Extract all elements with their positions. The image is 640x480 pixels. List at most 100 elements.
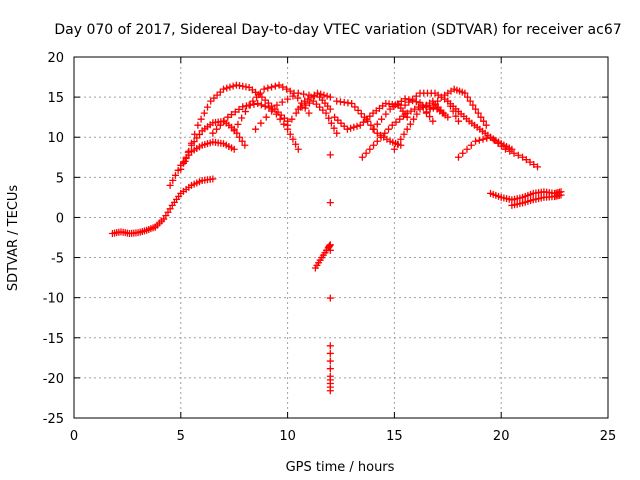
data-point [472,137,480,145]
data-point [370,141,378,149]
x-tick-label: 15 [386,429,403,444]
data-point [234,120,242,128]
data-point [461,89,469,97]
y-tick-label: -25 [43,412,64,427]
data-point [394,140,402,148]
data-point [216,121,224,129]
data-point [272,110,280,118]
data-point [326,349,334,357]
data-point [223,84,231,92]
data-point [204,103,211,111]
data-point [403,109,411,117]
data-point [490,136,498,144]
data-point [322,109,330,117]
data-point [326,105,334,113]
data-point [316,103,324,111]
y-tick-label: 15 [47,91,64,106]
data-point [333,129,341,137]
data-point [284,121,292,129]
data-point [309,97,317,105]
data-point [273,101,281,109]
data-point [357,110,365,118]
data-point [377,133,385,141]
data-point [213,125,221,133]
series-arc-22 [508,191,565,209]
data-point [241,108,249,116]
data-point [326,357,334,365]
y-tick-label: 10 [47,131,64,146]
y-tick-label: 5 [56,171,64,186]
series-arc-21 [487,188,565,204]
grid-lines [74,57,608,418]
data-point [382,110,390,118]
data-point [326,93,334,101]
data-point [207,97,215,105]
data-point [506,147,514,155]
data-point [354,106,362,114]
data-point [494,139,502,147]
series-arc-1 [108,223,159,237]
data-point [256,89,264,97]
data-point [358,153,366,161]
data-point [238,137,246,145]
data-point [407,107,415,115]
data-point [378,115,386,123]
x-tick-label: 25 [600,429,617,444]
data-point [229,82,237,90]
data-point [367,121,375,129]
data-point [373,137,381,145]
data-point [220,117,228,125]
data-points [108,81,565,395]
data-point [334,116,342,124]
data-point [294,89,302,97]
data-point [356,121,364,129]
data-point [472,105,480,113]
data-point [557,191,565,199]
data-point [220,85,228,93]
data-point [406,120,414,128]
series-arc-5 [181,81,292,165]
data-point [276,115,284,123]
data-point [326,387,334,395]
data-point [254,100,262,108]
x-tick-label: 20 [493,429,510,444]
data-point [466,97,474,105]
data-point [388,121,396,129]
data-point [459,149,467,157]
data-point [235,105,243,113]
chart-title: Day 070 of 2017, Sidereal Day-to-day VTE… [54,22,621,38]
axis-ticks: 0 5 10 15 20 25 -25 -20 -15 -10 -5 0 5 10 15 20 [43,51,617,444]
data-point [257,119,265,127]
data-point [292,109,300,117]
series-arc-11 [311,241,334,272]
data-point [454,117,462,125]
plot-frame [73,56,609,419]
data-point [426,105,434,113]
data-point [482,121,490,129]
data-point [249,97,257,105]
data-point [283,85,291,93]
data-point [286,130,294,138]
data-point [397,97,405,105]
data-point [264,84,272,92]
data-point [469,101,477,109]
data-point [171,171,179,179]
y-tick-label: -5 [51,252,64,267]
data-point [213,91,221,99]
series-arc-16 [390,97,448,153]
data-point [238,114,246,122]
data-point [319,106,327,114]
data-point [275,81,283,89]
data-point [392,118,400,126]
data-point [353,122,361,130]
data-point [331,113,339,121]
data-point [519,153,527,161]
data-point [323,92,331,100]
x-tick-label: 10 [279,429,296,444]
data-point [412,92,420,100]
data-point [268,83,276,91]
series-arc-2 [151,175,217,231]
data-point [226,83,234,91]
data-point [366,112,374,120]
